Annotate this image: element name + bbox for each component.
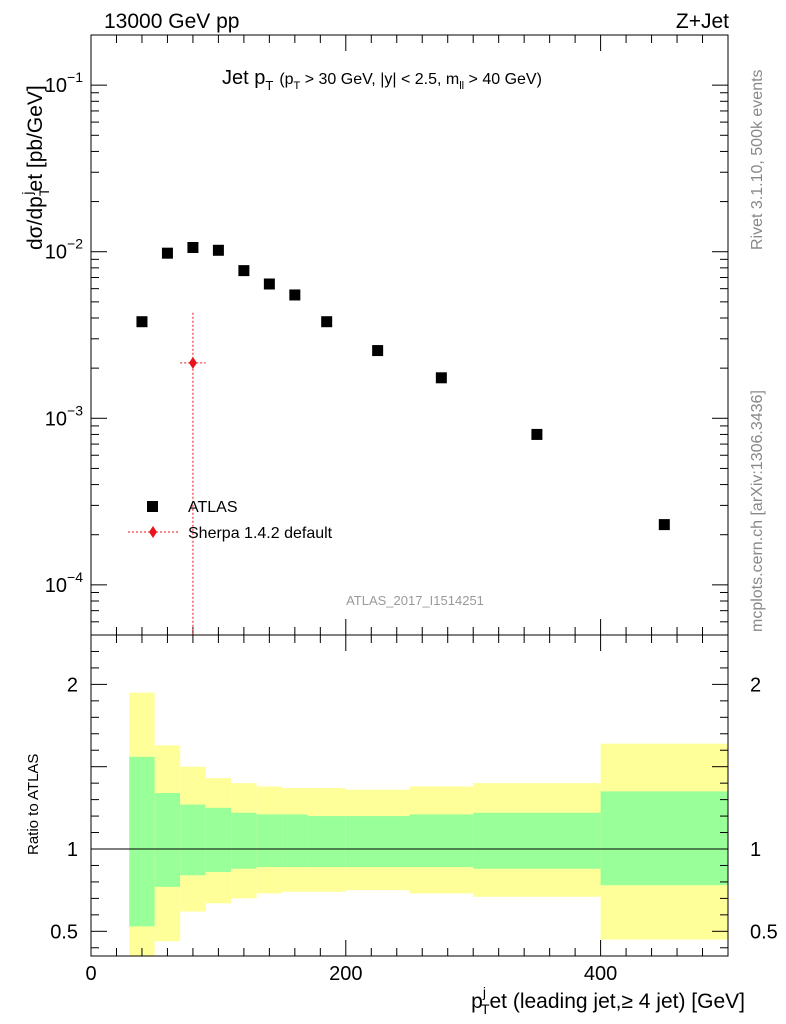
legend-atlas-marker <box>147 501 158 512</box>
band-inner-8 <box>345 816 410 868</box>
band-inner-11 <box>600 791 728 886</box>
x-axis-label: pj Tet (leading jet,≥ 4 jet) [GeV] <box>471 984 745 1017</box>
data-point-10 <box>531 428 543 440</box>
legend-sherpa-label: Sherpa 1.4.2 default <box>188 525 333 542</box>
mcplots-label: mcplots.cern.ch [arXiv:1306.3436] <box>749 390 766 632</box>
plot-title: Jet pT (pT > 30 GeV, |y| < 2.5, mll > 40 … <box>222 67 542 93</box>
band-inner-3 <box>205 807 232 873</box>
legend: ATLAS Sherpa 1.4.2 default <box>128 499 333 542</box>
legend-sherpa-marker <box>149 526 157 538</box>
band-inner-0 <box>129 756 155 927</box>
main-panel-ticks: 10−1 10−2 10−3 10−4 <box>45 34 729 636</box>
y-axis-label-main: dσ/dpTjet [pb/GeV] <box>19 85 52 250</box>
ratio-ytick-label-right-1: 1 <box>750 839 761 861</box>
main-panel-frame <box>90 34 729 636</box>
band-inner-1 <box>154 793 181 887</box>
band-inner-6 <box>282 814 308 868</box>
analysis-id: ATLAS_2017_I1514251 <box>346 593 484 608</box>
ratio-bands <box>91 692 728 956</box>
ratio-panel-frame <box>90 634 729 957</box>
data-point-2 <box>187 241 199 253</box>
y-axis-label-ratio: Ratio to ATLAS <box>25 754 42 855</box>
main-ytick-label-1: 10−2 <box>45 236 83 264</box>
band-inner-4 <box>231 812 257 869</box>
band-inner-10 <box>473 812 601 869</box>
data-point-8 <box>372 345 384 357</box>
band-inner-9 <box>409 814 474 868</box>
data-point-11 <box>658 519 670 531</box>
data-point-6 <box>289 289 301 301</box>
main-ytick-label-0: 10−1 <box>45 69 83 97</box>
ratio-ytick-label-left-1: 1 <box>67 839 78 861</box>
main-ytick-label-3: 10−4 <box>45 569 83 597</box>
data-point-1 <box>161 247 173 259</box>
data-point-4 <box>238 265 250 277</box>
ratio-ytick-label-right-2: 2 <box>750 674 761 696</box>
legend-atlas-label: ATLAS <box>188 499 238 516</box>
xtick-label-1: 200 <box>329 963 362 985</box>
data-point-5 <box>263 278 275 290</box>
mc-point-0 <box>188 356 197 369</box>
xtick-label-2: 400 <box>584 963 617 985</box>
band-inner-2 <box>180 804 206 876</box>
rivet-label: Rivet 3.1.10, 500k events <box>749 69 766 250</box>
header-right: Z+Jet <box>676 10 729 33</box>
ratio-panel-ticks: 0.5 0.5 1 1 2 2 0 200 400 <box>50 635 778 985</box>
ratio-ytick-label-left-2: 2 <box>67 674 78 696</box>
ratio-ytick-label-right-0: 0.5 <box>750 921 778 943</box>
data-point-7 <box>321 316 333 328</box>
data-point-0 <box>136 316 148 328</box>
main-ytick-label-2: 10−3 <box>45 402 83 430</box>
xtick-label-0: 0 <box>85 963 96 985</box>
data-point-3 <box>212 244 224 256</box>
data-point-9 <box>435 372 447 384</box>
band-inner-5 <box>256 814 283 868</box>
mc-series <box>180 312 206 635</box>
band-inner-7 <box>307 816 346 868</box>
ratio-ytick-label-left-0: 0.5 <box>50 921 78 943</box>
data-series <box>136 241 670 531</box>
header-left: 13000 GeV pp <box>104 10 239 33</box>
